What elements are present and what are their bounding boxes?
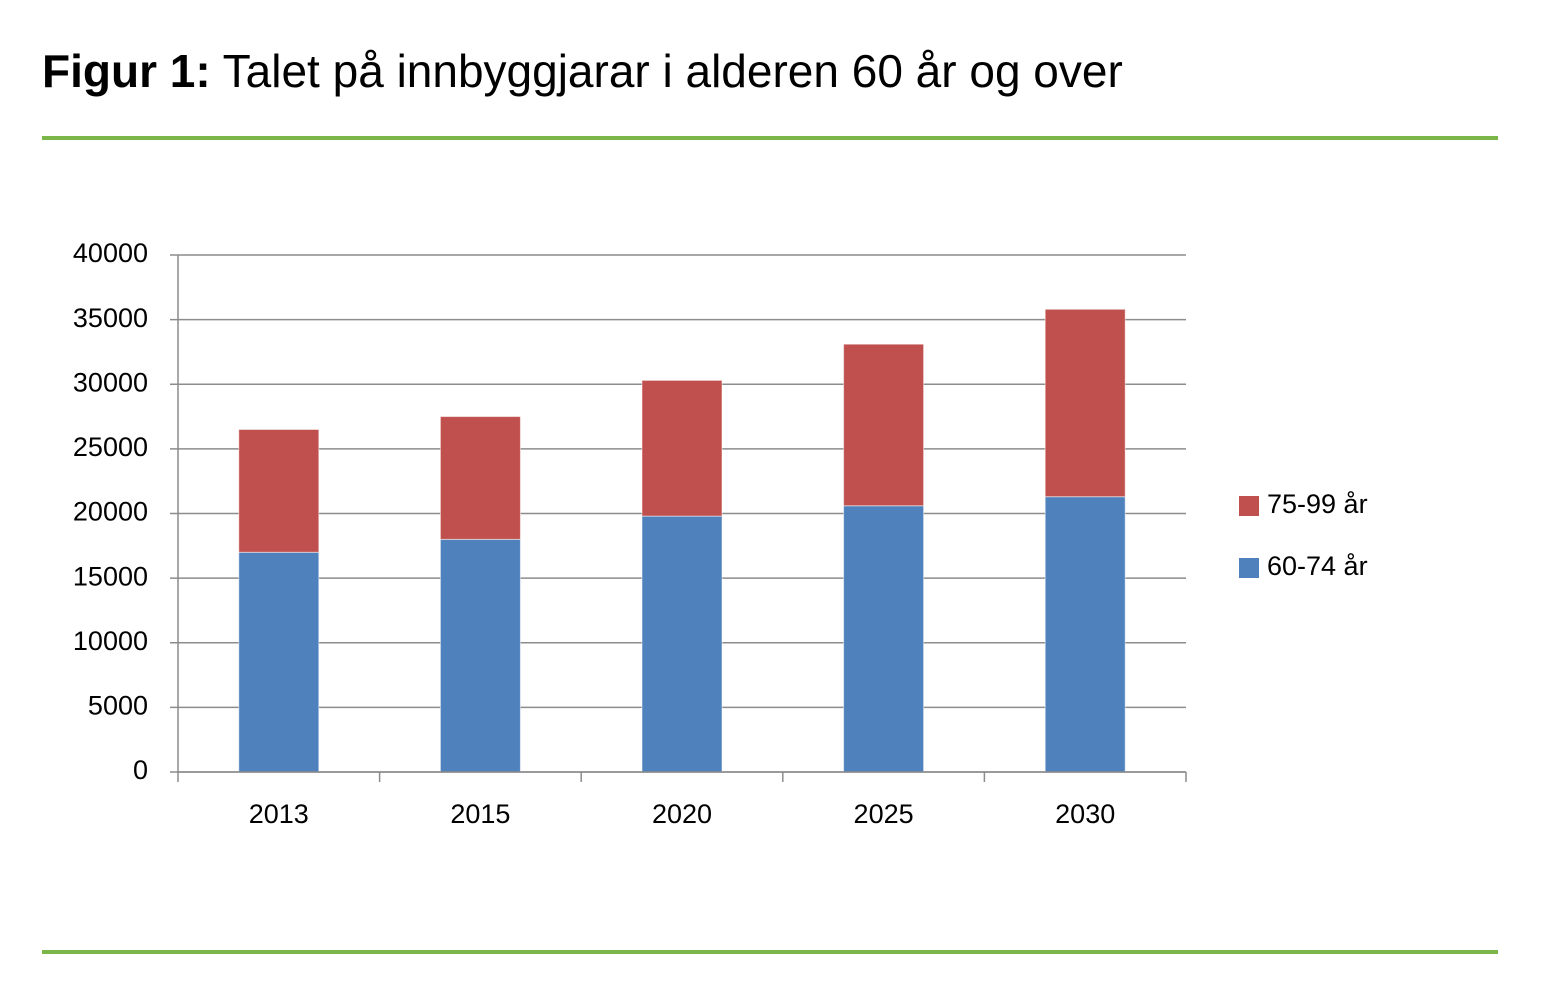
- x-tick-label: 2030: [1055, 799, 1115, 829]
- y-tick-label: 40000: [73, 238, 148, 268]
- y-tick-label: 30000: [73, 367, 148, 397]
- chart-title: Figur 1: Talet på innbyggjarar i alderen …: [42, 45, 1123, 97]
- y-tick-label: 0: [133, 755, 148, 785]
- y-tick-label: 35000: [73, 303, 148, 333]
- y-tick-label: 20000: [73, 497, 148, 527]
- x-tick-label: 2015: [450, 799, 510, 829]
- y-tick-label: 25000: [73, 432, 148, 462]
- title-text: Talet på innbyggjarar i alderen 60 år og…: [223, 45, 1123, 97]
- bar-segment: [641, 379, 723, 517]
- x-tick-label: 2013: [249, 799, 309, 829]
- legend-swatch: [1239, 558, 1259, 578]
- bar-segment: [843, 343, 925, 507]
- bar-segment: [439, 538, 521, 773]
- title-label: Figur 1:: [42, 45, 211, 97]
- y-tick-label: 15000: [73, 561, 148, 591]
- bar-segment: [238, 428, 320, 553]
- bar-segment: [843, 505, 925, 773]
- legend-swatch: [1239, 496, 1259, 516]
- x-tick-label: 2020: [652, 799, 712, 829]
- bar-segment: [238, 551, 320, 773]
- y-tick-label: 10000: [73, 626, 148, 656]
- legend-label: 75-99 år: [1267, 489, 1368, 519]
- legend-label: 60-74 år: [1267, 551, 1368, 581]
- bar-segment: [1044, 496, 1126, 773]
- x-tick-label: 2025: [854, 799, 914, 829]
- bar-segment: [439, 416, 521, 540]
- bar-segment: [1044, 308, 1126, 498]
- y-tick-label: 5000: [88, 691, 148, 721]
- bar-segment: [641, 515, 723, 773]
